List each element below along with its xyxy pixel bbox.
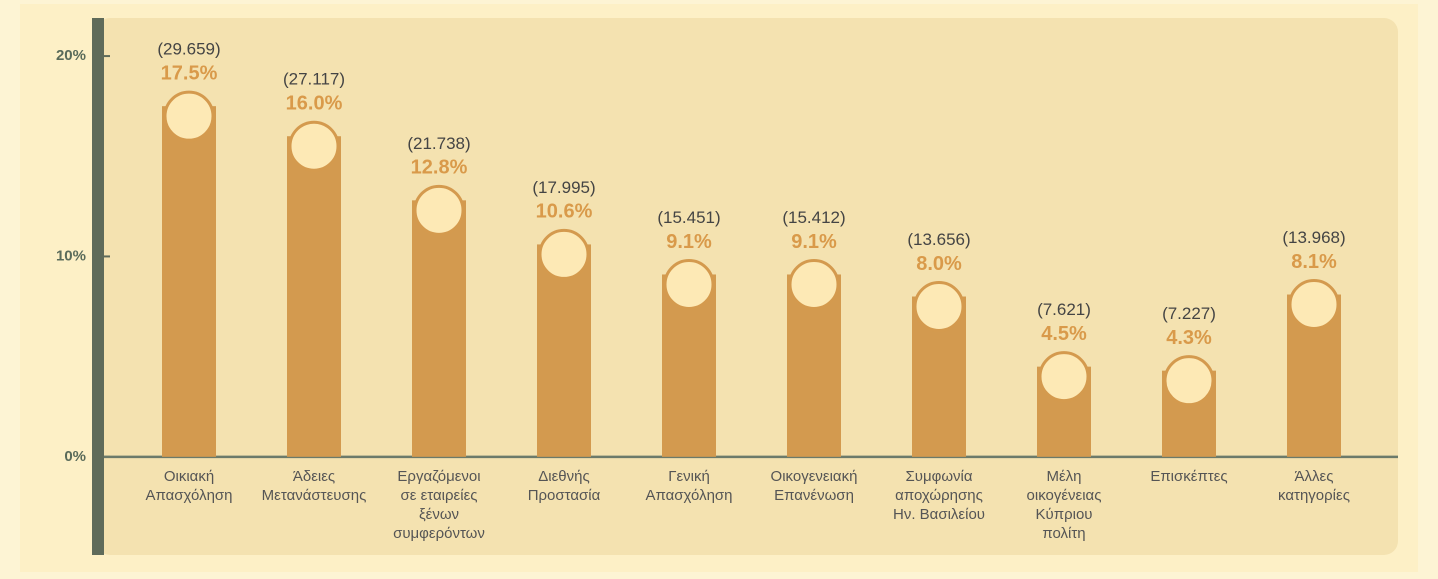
value-label: 8.1% <box>1291 251 1337 273</box>
x-tick-label: συμφερόντων <box>393 525 485 542</box>
value-label: 9.1% <box>791 231 837 253</box>
x-tick-label: ξένων <box>419 506 459 523</box>
count-label: (17.995) <box>532 178 595 197</box>
bar-cap <box>913 281 965 333</box>
value-label: 12.8% <box>411 157 468 179</box>
bar-cap <box>163 90 215 142</box>
value-label: 10.6% <box>536 201 593 223</box>
count-label: (15.451) <box>657 208 720 227</box>
bar-cap <box>788 258 840 310</box>
bar <box>287 136 341 457</box>
x-tick-label: Μετανάστευσης <box>262 487 367 504</box>
x-tick-label: Προστασία <box>528 487 601 504</box>
x-tick-label: Μέλη <box>1046 468 1081 485</box>
x-tick-label: Οικιακή <box>164 468 214 485</box>
x-tick-label: Κύπριου <box>1036 506 1093 523</box>
count-label: (7.621) <box>1037 300 1091 319</box>
x-tick-label: Οικογενειακή <box>771 468 858 485</box>
x-tick-label: οικογένειας <box>1027 487 1102 504</box>
count-label: (13.968) <box>1282 228 1345 247</box>
value-label: 9.1% <box>666 231 712 253</box>
bar-cap <box>663 258 715 310</box>
bar-cap <box>1163 355 1215 407</box>
x-tick-label: Συμφωνία <box>905 468 972 485</box>
value-label: 4.5% <box>1041 323 1087 345</box>
value-label: 8.0% <box>916 253 962 275</box>
y-axis <box>92 18 104 555</box>
x-tick-label: Γενική <box>668 468 710 485</box>
x-tick-label: Άλλες <box>1295 468 1334 485</box>
count-label: (29.659) <box>157 40 220 59</box>
y-tick-label: 0% <box>64 448 86 465</box>
count-label: (7.227) <box>1162 304 1216 323</box>
bar-cap <box>413 184 465 236</box>
bar-cap <box>538 228 590 280</box>
value-label: 17.5% <box>161 62 218 84</box>
value-label: 16.0% <box>286 93 343 115</box>
x-tick-label: Άδειες <box>293 468 335 485</box>
bar-cap <box>288 120 340 172</box>
y-tick-label: 10% <box>56 247 86 264</box>
count-label: (13.656) <box>907 230 970 249</box>
value-label: 4.3% <box>1166 327 1212 349</box>
x-tick-label: αποχώρησης <box>895 487 983 504</box>
bar <box>162 106 216 457</box>
x-tick-label: Επισκέπτες <box>1150 468 1227 485</box>
y-tick-label: 20% <box>56 47 86 64</box>
x-tick-label: Απασχόληση <box>645 487 732 504</box>
bar-cap <box>1038 351 1090 403</box>
count-label: (15.412) <box>782 208 845 227</box>
count-label: (21.738) <box>407 134 470 153</box>
x-tick-label: πολίτη <box>1042 525 1085 542</box>
bar-cap <box>1288 279 1340 331</box>
x-tick-label: Επανένωση <box>774 487 854 504</box>
bar <box>412 200 466 457</box>
x-tick-label: Απασχόληση <box>145 487 232 504</box>
x-tick-label: Εργαζόμενοι <box>397 468 480 485</box>
x-tick-label: κατηγορίες <box>1278 487 1350 504</box>
count-label: (27.117) <box>283 70 345 89</box>
x-tick-label: Ην. Βασιλείου <box>893 506 985 523</box>
x-tick-label: σε εταιρείες <box>401 487 478 504</box>
x-tick-label: Διεθνής <box>538 468 589 485</box>
